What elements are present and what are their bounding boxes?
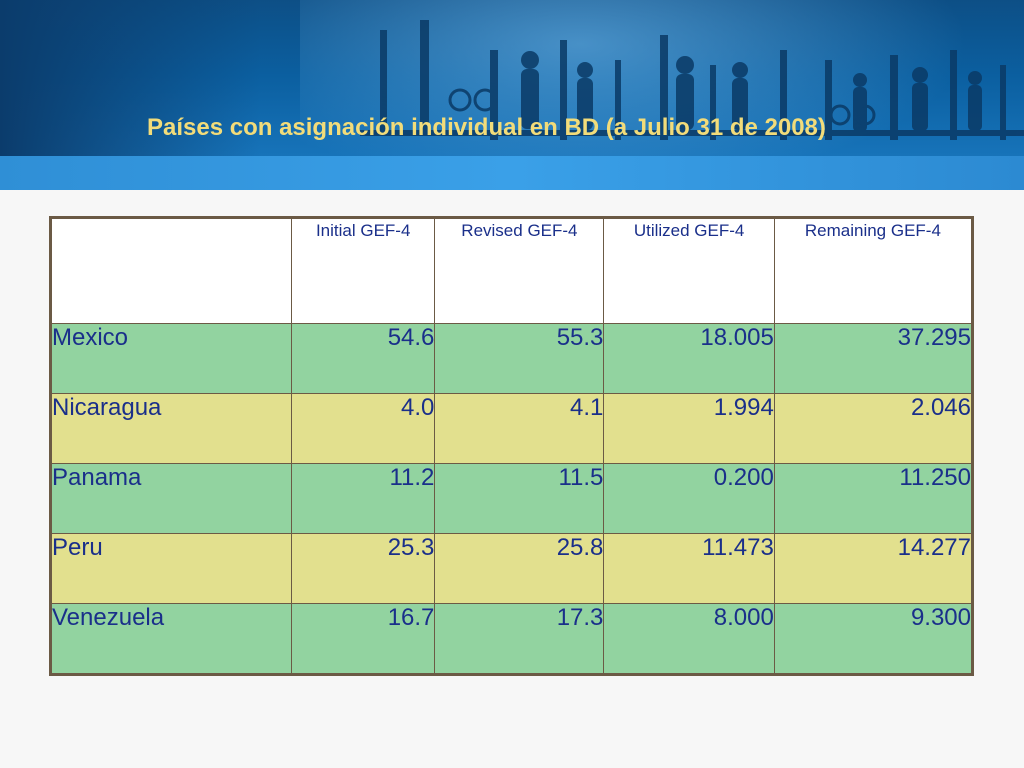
country-cell: Panama [50,463,292,534]
utilized-cell: 11.473 [603,533,775,604]
header-revised: Revised GEF-4 [434,217,605,324]
table-row: Mexico 54.6 55.3 18.005 37.295 [50,323,974,394]
country-cell: Venezuela [50,603,292,675]
utilized-cell: 1.994 [603,393,775,464]
initial-cell: 16.7 [290,603,436,675]
country-cell: Nicaragua [50,393,292,464]
header-initial: Initial GEF-4 [290,217,436,324]
header-banner [0,0,1024,190]
slide-title: Países con asignación individual en BD (… [147,114,826,141]
header-cell-empty [50,217,292,324]
revised-cell: 55.3 [434,323,605,394]
utilized-cell: 8.000 [603,603,775,675]
utilized-cell: 18.005 [603,323,775,394]
country-cell: Mexico [50,323,292,394]
header-utilized: Utilized GEF-4 [603,217,775,324]
table-header-row: Initial GEF-4 Revised GEF-4 Utilized GEF… [50,217,974,324]
initial-cell: 4.0 [290,393,436,464]
table-row: Panama 11.2 11.5 0.200 11.250 [50,463,974,534]
remaining-cell: 37.295 [773,323,974,394]
table-row: Venezuela 16.7 17.3 8.000 9.300 [50,603,974,675]
table-row: Nicaragua 4.0 4.1 1.994 2.046 [50,393,974,464]
remaining-cell: 2.046 [773,393,974,464]
table-row: Peru 25.3 25.8 11.473 14.277 [50,533,974,604]
revised-cell: 4.1 [434,393,605,464]
remaining-cell: 14.277 [773,533,974,604]
remaining-cell: 11.250 [773,463,974,534]
utilized-cell: 0.200 [603,463,775,534]
remaining-cell: 9.300 [773,603,974,675]
allocation-table: Initial GEF-4 Revised GEF-4 Utilized GEF… [49,216,974,676]
revised-cell: 17.3 [434,603,605,675]
revised-cell: 25.8 [434,533,605,604]
initial-cell: 11.2 [290,463,436,534]
banner-shade [0,0,260,156]
banner-strip [0,156,1024,190]
revised-cell: 11.5 [434,463,605,534]
country-cell: Peru [50,533,292,604]
people-silhouette-image [360,20,1024,140]
initial-cell: 54.6 [290,323,436,394]
header-remaining: Remaining GEF-4 [773,217,974,324]
initial-cell: 25.3 [290,533,436,604]
